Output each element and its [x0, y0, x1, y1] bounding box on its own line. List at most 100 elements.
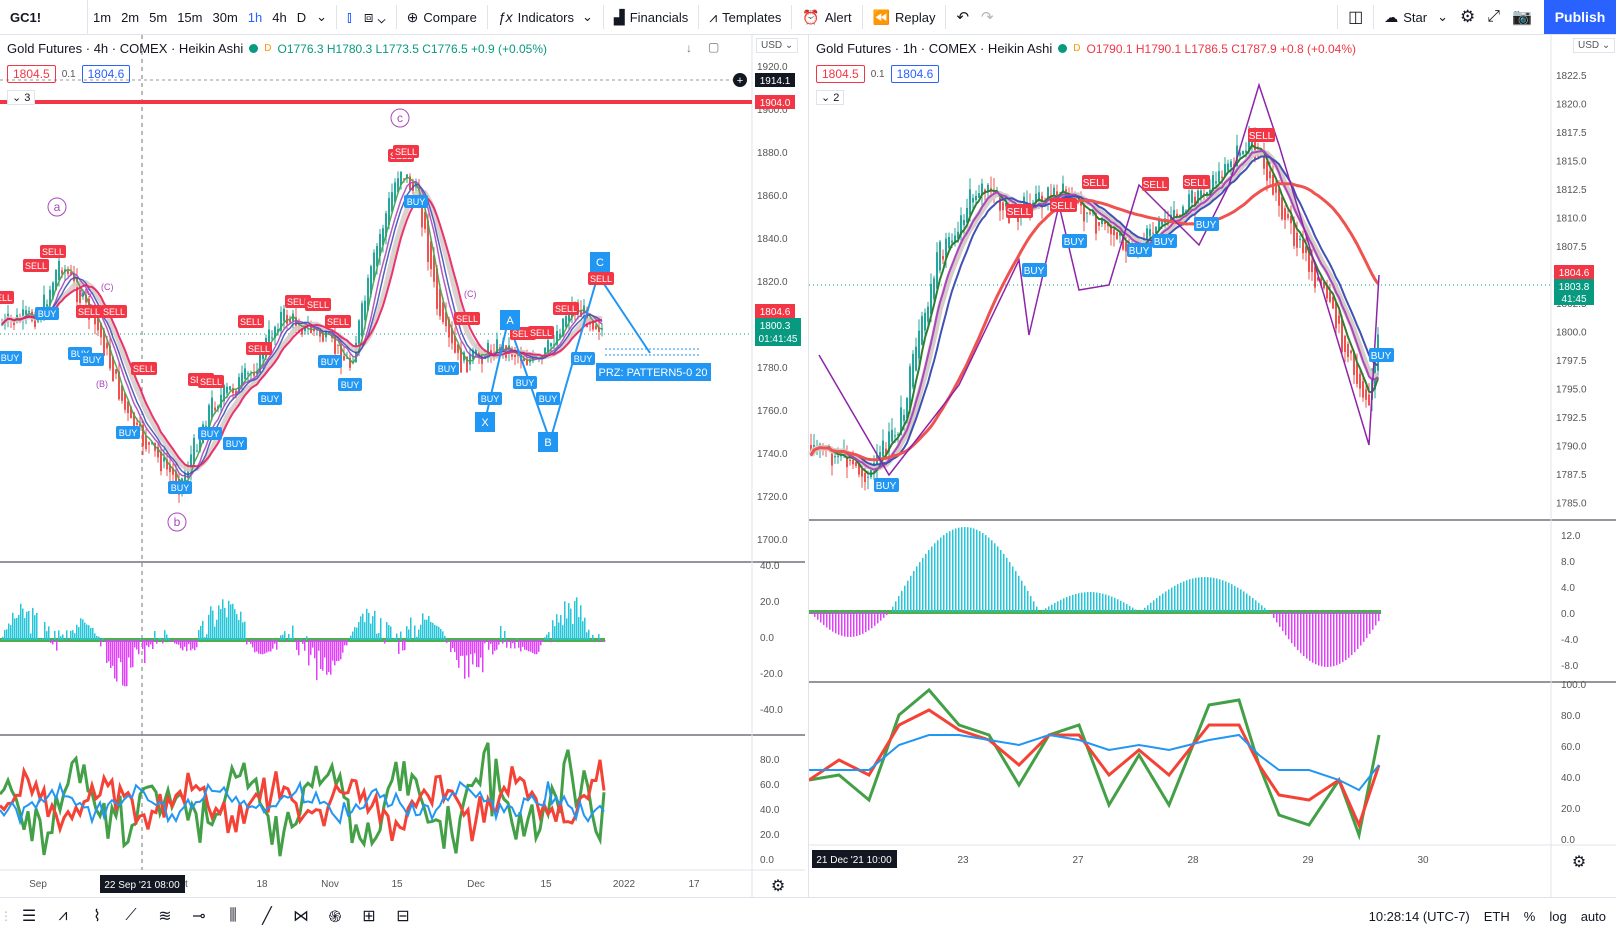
star-button[interactable]: ☁Star⌄ — [1378, 0, 1454, 35]
candle-body — [1338, 316, 1340, 324]
candle-body — [1329, 292, 1331, 302]
macd-bar — [1372, 612, 1374, 630]
spiral-icon[interactable]: ֍ — [318, 901, 352, 931]
elliott-wave-icon[interactable]: ⌇ — [80, 901, 114, 931]
long-position-icon[interactable]: ⊞ — [352, 901, 386, 931]
auto-scale-toggle[interactable]: auto — [1581, 909, 1606, 924]
svg-text:1904.0: 1904.0 — [760, 98, 791, 109]
buy-button[interactable]: 1804.6 — [891, 65, 940, 83]
interval-2m[interactable]: 2m — [116, 0, 144, 35]
svg-text:SELL: SELL — [555, 304, 577, 314]
sell-signal: SELL — [454, 312, 480, 325]
buy-signal: BUY — [435, 362, 459, 375]
horizontal-line-icon[interactable]: ⊸ — [182, 901, 216, 931]
pattern-point-x[interactable]: X — [475, 412, 495, 432]
candle-body — [361, 303, 363, 336]
macd-bar — [50, 640, 52, 643]
macd-bar — [1375, 612, 1377, 625]
abcd-pattern-icon[interactable]: ⩘ — [46, 901, 80, 931]
prz-label-box[interactable]: PRZ: PATTERN5-0 20 — [596, 363, 711, 381]
drag-handle-icon[interactable]: ⋮ — [0, 909, 12, 923]
macd-bar — [446, 640, 448, 643]
undo-icon[interactable]: ↶ — [950, 0, 975, 35]
right-chart-title[interactable]: Gold Futures · 1h · COMEX · Heikin Ashi — [816, 41, 1052, 56]
camera-icon[interactable]: 📷 — [1506, 0, 1538, 35]
maximize-icon[interactable]: ▢ — [708, 40, 719, 54]
interval-30m[interactable]: 30m — [207, 0, 242, 35]
interval-dropdown-chevron-icon[interactable]: ⌄ — [311, 0, 332, 35]
axis-settings-gear-icon[interactable]: ⚙ — [771, 878, 785, 895]
pattern-point-c[interactable]: C — [590, 252, 610, 272]
scroll-down-icon[interactable]: ↓ — [686, 41, 692, 55]
interval-4h[interactable]: 4h — [267, 0, 291, 35]
svg-text:BUY: BUY — [1064, 237, 1085, 248]
buy-signal: BUY — [1062, 234, 1087, 248]
pattern-point-b[interactable]: B — [538, 432, 558, 452]
short-position-icon[interactable]: ⊟ — [386, 901, 420, 931]
left-chart-pane[interactable]: SELLSELLSELLSELLSELLSELLSELLSELLSELLSELL… — [0, 35, 805, 897]
replay-button[interactable]: ⏪Replay — [867, 0, 942, 35]
symbol-search[interactable]: GC1! — [0, 0, 88, 35]
macd-bar — [528, 640, 530, 651]
alert-button[interactable]: ⏰Alert — [796, 0, 857, 35]
sell-button[interactable]: 1804.5 — [7, 65, 56, 83]
candle-body — [1365, 389, 1367, 399]
interval-1h[interactable]: 1h — [243, 0, 267, 35]
vertical-lines-icon[interactable]: ⫼ — [216, 901, 250, 931]
svg-text:1914.1: 1914.1 — [760, 76, 791, 87]
currency-selector[interactable]: USD ⌄ — [1573, 38, 1615, 53]
macd-bar — [820, 612, 822, 622]
axis-settings-gear-icon[interactable]: ⚙ — [1572, 854, 1586, 871]
candle-body — [963, 220, 965, 225]
indicators-collapse-button[interactable]: ⌄ 2 — [816, 90, 844, 105]
interval-15m[interactable]: 15m — [172, 0, 207, 35]
sell-button[interactable]: 1804.5 — [816, 65, 865, 83]
fib-channel-icon[interactable]: ≋ — [148, 901, 182, 931]
fullscreen-icon[interactable]: ⤢ — [1481, 0, 1506, 35]
sell-signal: SELL — [76, 305, 102, 318]
trend-line-icon[interactable]: ⟋ — [114, 901, 148, 931]
macd-bar — [1081, 593, 1083, 612]
clock-timezone[interactable]: 10:28:14 (UTC-7) — [1369, 909, 1470, 924]
xabcd-pattern-icon[interactable]: ⋈ — [284, 901, 318, 931]
compare-button[interactable]: ⊕Compare — [401, 0, 483, 35]
log-scale-toggle[interactable]: log — [1549, 909, 1566, 924]
lines-menu-icon[interactable]: ☰ — [12, 901, 46, 931]
financials-button[interactable]: ▟Financials — [608, 0, 694, 35]
publish-button[interactable]: Publish — [1544, 0, 1616, 34]
macd-bar — [198, 630, 200, 640]
candle-type-icon[interactable]: ⧈ ⌄ — [358, 0, 392, 35]
currency-selector[interactable]: USD ⌄ — [756, 38, 798, 53]
bar-style-icon[interactable]: ⫾ — [341, 0, 358, 35]
harmonic-pattern-line[interactable] — [485, 275, 650, 441]
candle-body — [1191, 190, 1193, 202]
macd-bar — [1108, 595, 1110, 612]
macd-bar — [252, 640, 254, 647]
macd-bar — [206, 634, 208, 640]
redo-icon[interactable]: ↷ — [975, 0, 1000, 35]
indicators-collapse-button[interactable]: ⌄ 3 — [7, 90, 35, 105]
pattern-point-a[interactable]: A — [500, 310, 520, 330]
buy-button[interactable]: 1804.6 — [82, 65, 131, 83]
macd-bar — [30, 633, 32, 640]
session-toggle[interactable]: ETH — [1484, 909, 1510, 924]
interval-1m[interactable]: 1m — [88, 0, 116, 35]
macd-bar — [1045, 608, 1047, 612]
percent-scale-toggle[interactable]: % — [1524, 909, 1536, 924]
settings-gear-icon[interactable]: ⚙ — [1454, 0, 1481, 35]
interval-d[interactable]: D — [292, 0, 311, 35]
macd-bar — [566, 618, 568, 640]
ray-icon[interactable]: ╱ — [250, 901, 284, 931]
interval-5m[interactable]: 5m — [144, 0, 172, 35]
templates-button[interactable]: ⩘Templates — [703, 0, 787, 35]
left-chart-canvas[interactable]: SELLSELLSELLSELLSELLSELLSELLSELLSELLSELL… — [0, 35, 805, 897]
layout-icon[interactable]: ◫ — [1342, 0, 1369, 35]
macd-bar — [32, 608, 34, 640]
macd-bar — [182, 640, 184, 650]
left-chart-title[interactable]: Gold Futures · 4h · COMEX · Heikin Ashi — [7, 41, 243, 56]
plus-crosshair-icon[interactable]: + — [733, 73, 747, 87]
